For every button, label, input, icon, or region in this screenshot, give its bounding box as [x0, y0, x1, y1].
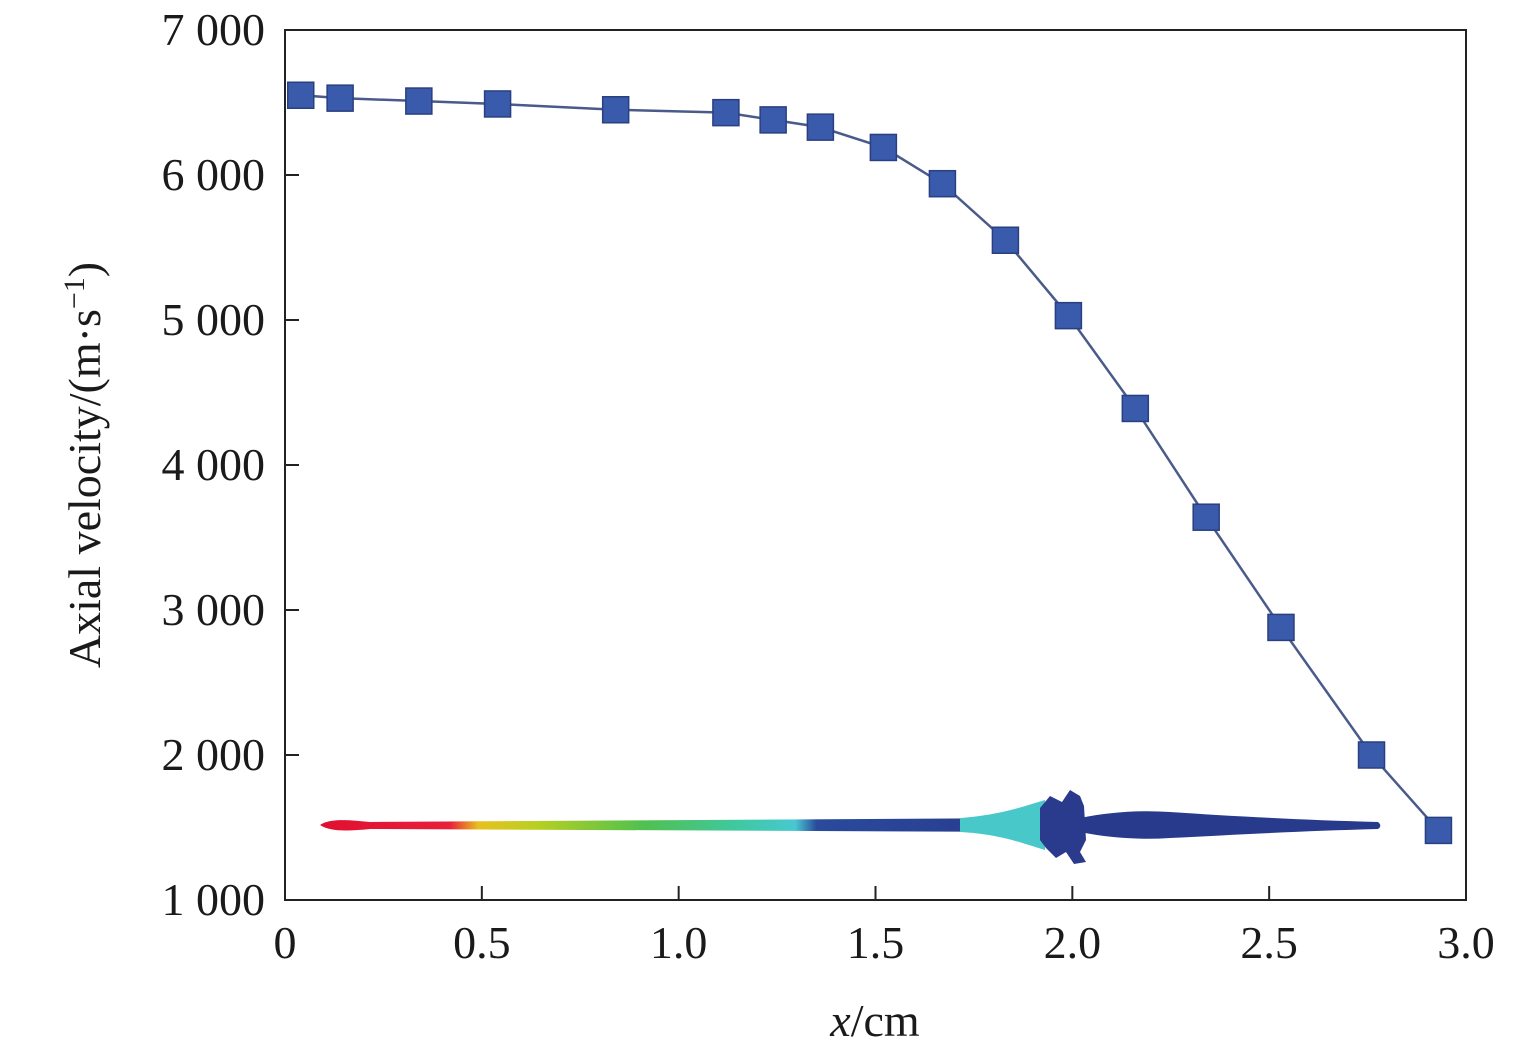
data-point-marker [326, 84, 354, 112]
y-tick-label: 6 000 [162, 149, 266, 200]
data-point-marker [286, 81, 315, 109]
series-markers [286, 81, 1453, 845]
x-tick-label: 1.5 [847, 917, 905, 968]
data-point-marker [1267, 613, 1295, 642]
series-line [300, 94, 1440, 832]
x-axis-label: x/cm [829, 995, 920, 1046]
data-point-marker [1121, 394, 1150, 423]
data-point-marker [405, 87, 433, 115]
x-axis-ticks: 0 0.5 1.0 1.5 2.0 2.5 3.0 [274, 886, 1495, 968]
y-tick-label: 7 000 [162, 4, 266, 55]
data-point-marker [1192, 503, 1220, 531]
data-point-marker [928, 169, 957, 198]
data-point-marker [712, 98, 740, 127]
y-axis-ticks: 1 000 2 000 3 000 4 000 5 000 6 000 7 000 [162, 4, 299, 925]
data-point-marker [869, 133, 898, 162]
x-tick-label: 0 [274, 917, 297, 968]
y-tick-label: 4 000 [162, 439, 266, 490]
y-tick-label: 5 000 [162, 294, 266, 345]
data-point-marker [806, 113, 835, 141]
data-point-marker [483, 90, 512, 118]
x-tick-label: 2.5 [1240, 917, 1298, 968]
x-tick-label: 3.0 [1437, 917, 1495, 968]
data-point-marker [1054, 301, 1083, 330]
x-tick-label: 2.0 [1044, 917, 1102, 968]
data-point-marker [991, 226, 1020, 254]
data-point-marker [1357, 741, 1386, 769]
y-tick-label: 3 000 [162, 584, 266, 635]
y-tick-label: 1 000 [162, 874, 266, 925]
data-point-marker [601, 96, 630, 124]
x-tick-label: 0.5 [453, 917, 511, 968]
x-tick-label: 1.0 [650, 917, 708, 968]
data-point-marker [759, 106, 787, 134]
y-tick-label: 2 000 [162, 729, 266, 780]
y-axis-label: Axial velocity/(m·s−1) [58, 262, 110, 668]
data-point-marker [1424, 816, 1453, 845]
jet-inset-image [320, 790, 1381, 864]
